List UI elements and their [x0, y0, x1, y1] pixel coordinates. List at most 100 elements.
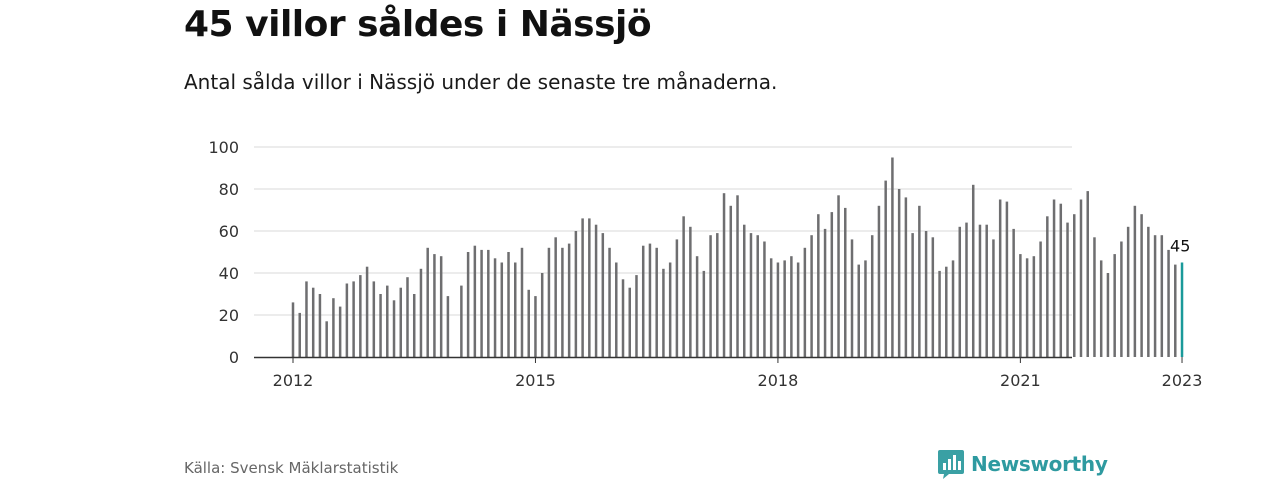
- bar: [1019, 254, 1022, 357]
- bar: [594, 224, 598, 357]
- bar: [588, 218, 591, 357]
- bar: [749, 233, 753, 357]
- bar: [783, 260, 786, 357]
- y-tick-label: 60: [219, 222, 239, 241]
- highlighted-bar: [1180, 262, 1184, 357]
- bar: [1140, 214, 1143, 357]
- bar: [938, 270, 941, 357]
- bar: [540, 273, 544, 357]
- bar: [702, 270, 706, 357]
- bar: [1032, 256, 1036, 357]
- bar: [810, 235, 813, 357]
- brand-logo[interactable]: Newsworthy: [937, 449, 1108, 479]
- bar: [419, 268, 423, 357]
- bar: [601, 233, 605, 357]
- bar: [877, 205, 881, 357]
- bar: [446, 296, 450, 357]
- bar: [958, 226, 962, 357]
- bar: [392, 300, 396, 357]
- bar: [1073, 214, 1076, 357]
- bar: [965, 222, 968, 357]
- bar: [527, 289, 530, 357]
- bar: [433, 254, 436, 357]
- bar: [372, 281, 376, 357]
- bar: [359, 275, 362, 357]
- bar: [493, 258, 497, 357]
- bar: [756, 235, 759, 357]
- bar: [655, 247, 658, 357]
- bar: [931, 237, 935, 357]
- highlight-value-label: 45: [1170, 237, 1190, 256]
- bar: [742, 224, 746, 357]
- bar: [985, 224, 988, 357]
- bar: [352, 281, 355, 357]
- newsworthy-logo-icon: [938, 450, 964, 479]
- x-tick-label: 2015: [515, 371, 556, 390]
- bar: [291, 302, 295, 357]
- bar: [662, 268, 665, 357]
- bar: [534, 296, 537, 357]
- bar: [951, 260, 955, 357]
- bar: [487, 249, 490, 357]
- bar: [426, 247, 429, 357]
- x-tick-label: 2012: [273, 371, 314, 390]
- bar: [689, 226, 692, 357]
- bar: [992, 239, 995, 357]
- bar: [668, 262, 672, 357]
- bar: [439, 256, 443, 357]
- bar: [1113, 254, 1116, 357]
- y-tick-label: 0: [229, 348, 239, 367]
- bar: [379, 294, 382, 357]
- y-tick-label: 80: [219, 180, 239, 199]
- bar: [945, 266, 948, 357]
- bar: [412, 294, 416, 357]
- y-tick-label: 40: [219, 264, 239, 283]
- bar: [520, 247, 524, 357]
- bar: [1160, 235, 1164, 357]
- bar: [574, 231, 578, 357]
- bar: [911, 233, 914, 357]
- bar: [796, 262, 800, 357]
- bar: [924, 231, 928, 357]
- bar: [332, 298, 335, 357]
- bar: [1153, 235, 1157, 357]
- bar: [338, 306, 342, 357]
- bar: [1126, 226, 1130, 357]
- bar: [971, 184, 975, 357]
- bar: [615, 262, 618, 357]
- bar: [1066, 222, 1069, 357]
- bar: [318, 294, 322, 357]
- bar: [1005, 201, 1009, 357]
- bar: [1039, 241, 1042, 357]
- bar: [790, 256, 793, 357]
- bar: [776, 262, 780, 357]
- bar: [1106, 273, 1110, 357]
- bar: [763, 241, 766, 357]
- bar: [1012, 228, 1015, 357]
- bar: [460, 285, 463, 357]
- bar: [621, 279, 625, 357]
- bar: [722, 193, 726, 357]
- bar: [857, 264, 860, 357]
- bar: [844, 207, 847, 357]
- bar: [386, 285, 389, 357]
- bar: [904, 197, 908, 357]
- bar: [1079, 199, 1083, 357]
- chart-subtitle: Antal sålda villor i Nässjö under de sen…: [184, 70, 778, 94]
- bar: [507, 252, 510, 357]
- bar: [1025, 258, 1029, 357]
- y-tick-label: 20: [219, 306, 239, 325]
- bar: [884, 180, 887, 357]
- bar: [850, 239, 854, 357]
- bar: [406, 277, 409, 357]
- bar: [918, 205, 921, 357]
- bar: [1052, 199, 1056, 357]
- x-tick-label: 2018: [758, 371, 799, 390]
- bar: [305, 281, 308, 357]
- bar: [554, 237, 557, 357]
- bar: [1147, 226, 1150, 357]
- bar: [1093, 237, 1096, 357]
- bar: [837, 195, 840, 357]
- bar: [298, 312, 301, 357]
